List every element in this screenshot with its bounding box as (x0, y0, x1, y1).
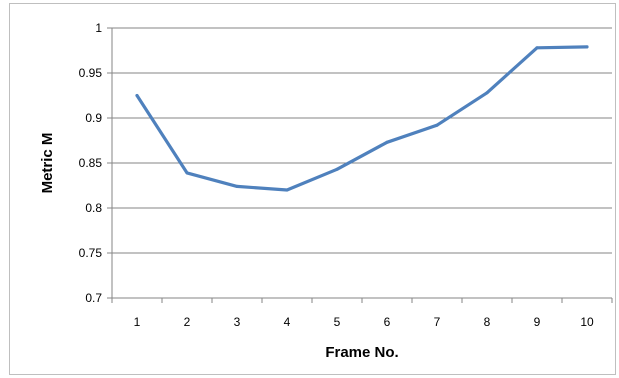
data-point (185, 171, 189, 175)
chart-frame (9, 3, 616, 375)
y-tick-label: 0.8 (85, 201, 102, 215)
x-tick-label: 5 (334, 315, 341, 329)
x-tick-label: 10 (580, 315, 594, 329)
data-point (585, 45, 589, 49)
grid-lines (112, 27, 612, 254)
y-tick-label: 1 (95, 21, 102, 35)
x-tick-label: 7 (434, 315, 441, 329)
x-tick-labels: 1 2 3 4 5 6 7 8 9 10 (134, 315, 594, 329)
x-tick-label: 4 (284, 315, 291, 329)
data-point (485, 91, 489, 95)
y-tick-label: 0.9 (85, 111, 102, 125)
x-tick-label: 6 (384, 315, 391, 329)
data-point (385, 140, 389, 144)
data-point (335, 167, 339, 171)
series (135, 45, 589, 192)
y-tick-label: 0.95 (79, 66, 103, 80)
data-point (535, 46, 539, 50)
y-tick-label: 0.75 (79, 246, 103, 260)
x-tick-label: 3 (234, 315, 241, 329)
axes (107, 27, 613, 303)
y-tick-label: 0.85 (79, 156, 103, 170)
series-line (135, 45, 589, 192)
data-point (135, 94, 139, 97)
data-point (435, 123, 439, 127)
x-tick-label: 9 (534, 315, 541, 329)
data-point (235, 184, 239, 188)
y-tick-label: 0.7 (85, 291, 102, 305)
y-tick-labels: 0.7 0.75 0.8 0.85 0.9 0.95 1 (79, 21, 103, 305)
data-point (285, 188, 289, 192)
y-axis-title: Metric M (39, 133, 56, 194)
x-tick-label: 8 (484, 315, 491, 329)
x-tick-label: 2 (184, 315, 191, 329)
x-axis-title: Frame No. (325, 344, 398, 361)
x-tick-label: 1 (134, 315, 141, 329)
